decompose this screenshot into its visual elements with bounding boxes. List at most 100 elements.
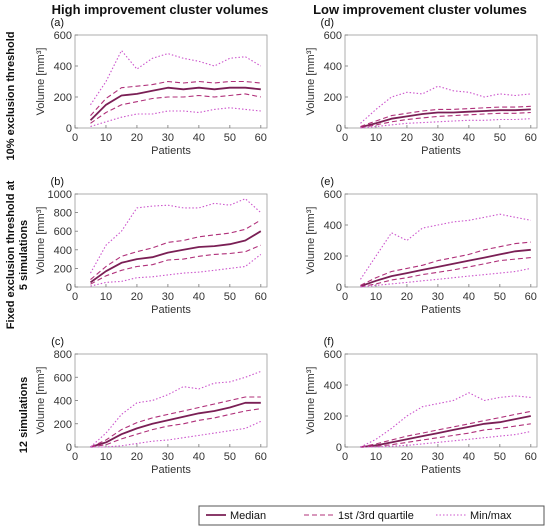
x-tick-label: 60 <box>525 451 537 463</box>
series-line <box>90 401 261 448</box>
x-tick-label: 60 <box>255 132 267 144</box>
series-line <box>360 118 531 129</box>
y-axis-label: Volume [mm³] <box>35 207 47 275</box>
x-tick-label: 10 <box>370 451 382 463</box>
y-axis-label: Volume [mm³] <box>305 207 317 275</box>
y-tick-label: 200 <box>54 419 72 431</box>
x-tick-label: 30 <box>162 132 174 144</box>
y-tick-label: 0 <box>336 123 342 135</box>
x-tick-label: 40 <box>193 291 205 303</box>
legend: Median 1st /3rd quartile Min/max <box>198 505 545 526</box>
y-tick-label: 400 <box>324 61 342 73</box>
x-tick-label: 0 <box>72 451 78 463</box>
y-tick-label: 1000 <box>48 189 72 201</box>
y-tick-label: 200 <box>54 263 72 275</box>
chart-panel-c: 0 10 20 30 40 50 600200400600800PatientsVolume… <box>35 336 268 476</box>
x-tick-label: 40 <box>463 451 475 463</box>
y-tick-label: 0 <box>66 282 72 294</box>
x-tick-label: 20 <box>401 451 413 463</box>
y-tick-label: 200 <box>324 92 342 104</box>
y-tick-label: 800 <box>54 349 72 361</box>
x-tick-label: 0 <box>72 291 78 303</box>
series-line <box>360 241 531 286</box>
y-tick-label: 200 <box>54 92 72 104</box>
series-line <box>89 86 261 121</box>
y-tick-label: 600 <box>54 30 72 42</box>
panel-label: (b) <box>51 176 64 188</box>
y-tick-label: 400 <box>324 380 342 392</box>
x-axis-label: Patients <box>421 145 461 157</box>
series-line <box>90 244 262 285</box>
series-line <box>360 111 531 129</box>
series-line <box>360 213 531 280</box>
row-title-12sims: 12 simulations <box>18 377 30 453</box>
x-tick-label: 10 <box>370 132 382 144</box>
series-line <box>90 420 262 448</box>
x-tick-label: 40 <box>193 451 205 463</box>
y-tick-label: 0 <box>66 123 72 135</box>
x-tick-label: 20 <box>401 291 413 303</box>
x-tick-label: 30 <box>162 451 174 463</box>
series-line <box>90 49 262 106</box>
y-axis-label: Volume [mm³] <box>305 48 317 116</box>
x-axis-label: Patients <box>421 304 461 316</box>
x-tick-label: 20 <box>131 451 143 463</box>
panel-label: (a) <box>51 17 64 29</box>
x-tick-label: 10 <box>100 291 112 303</box>
x-tick-label: 30 <box>162 291 174 303</box>
legend-label-minmax: Min/max <box>470 510 512 522</box>
legend-label-quartile: 1st /3rd quartile <box>338 510 414 522</box>
x-axis-label: Patients <box>151 145 191 157</box>
y-tick-label: 400 <box>54 245 72 257</box>
series-line <box>360 248 531 288</box>
y-tick-label: 400 <box>54 61 72 73</box>
y-tick-label: 200 <box>324 251 342 263</box>
series-line <box>89 230 262 284</box>
x-tick-label: 60 <box>525 132 537 144</box>
x-tick-label: 20 <box>131 132 143 144</box>
row-title-10pct: 10% exclusion threshold <box>5 32 17 161</box>
series-line <box>360 430 531 448</box>
y-tick-label: 400 <box>324 220 342 232</box>
x-tick-label: 20 <box>401 132 413 144</box>
x-tick-label: 50 <box>224 291 236 303</box>
x-tick-label: 50 <box>224 132 236 144</box>
y-axis-label: Volume [mm³] <box>35 367 47 435</box>
plot-frame <box>74 353 268 448</box>
y-axis-label: Volume [mm³] <box>305 367 317 435</box>
y-tick-label: 200 <box>324 411 342 423</box>
x-tick-label: 10 <box>100 132 112 144</box>
x-tick-label: 50 <box>494 291 506 303</box>
y-tick-label: 600 <box>324 189 342 201</box>
series-line <box>360 392 531 448</box>
series-line <box>360 108 531 129</box>
x-tick-label: 20 <box>131 291 143 303</box>
y-tick-label: 0 <box>66 442 72 454</box>
series-line <box>90 396 261 448</box>
x-tick-label: 0 <box>72 132 78 144</box>
x-tick-label: 40 <box>463 132 475 144</box>
x-tick-label: 50 <box>224 451 236 463</box>
row-title-fixed-line2: 5 simulations <box>18 220 30 290</box>
series-line <box>360 410 531 448</box>
x-tick-label: 60 <box>525 291 537 303</box>
legend-label-median: Median <box>230 510 266 522</box>
series-line <box>90 408 261 448</box>
series-line <box>90 198 262 274</box>
x-tick-label: 50 <box>494 132 506 144</box>
y-tick-label: 600 <box>54 226 72 238</box>
column-title-low: Low improvement cluster volumes <box>313 2 527 17</box>
series-line <box>90 370 261 448</box>
x-tick-label: 30 <box>432 451 444 463</box>
y-tick-label: 600 <box>54 372 72 384</box>
plot-frame <box>344 193 538 288</box>
x-axis-label: Patients <box>151 464 191 476</box>
x-tick-label: 10 <box>100 451 112 463</box>
series-line <box>90 107 261 128</box>
x-tick-label: 50 <box>494 451 506 463</box>
panel-label: (d) <box>321 17 334 29</box>
plot-frame <box>344 34 538 129</box>
